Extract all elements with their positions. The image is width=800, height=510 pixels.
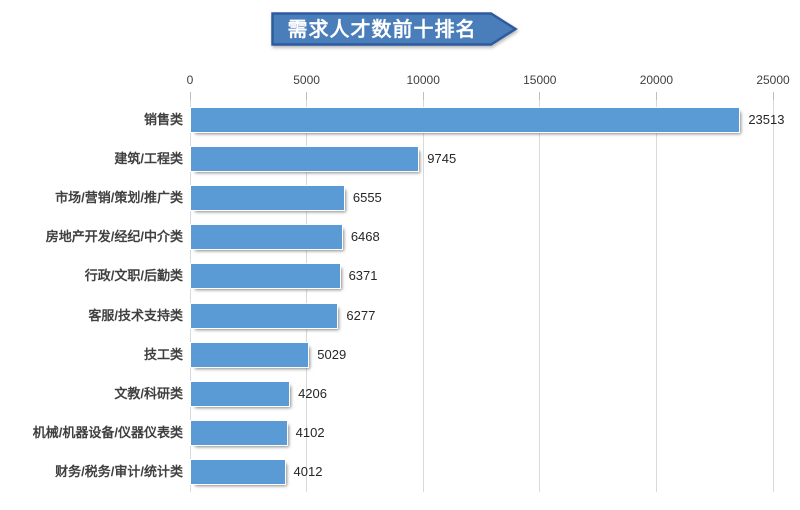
v-gridline [422, 100, 424, 492]
x-axis-tick [772, 92, 774, 100]
banner-arrow-shape [271, 12, 518, 46]
value-label: 6371 [348, 268, 378, 284]
v-gridline [189, 100, 191, 492]
category-label: 市场/营销/策划/推广类 [55, 190, 183, 205]
chart-title: 需求人才数前十排名 [287, 17, 477, 41]
v-gridline [655, 100, 657, 492]
value-label: 5029 [317, 346, 347, 362]
v-gridline [539, 100, 541, 492]
value-label: 9745 [427, 150, 457, 166]
category-label: 建筑/工程类 [114, 150, 183, 166]
category-label: 销售类 [143, 111, 183, 127]
chart-title-banner: 需求人才数前十排名 [271, 12, 519, 46]
bar[interactable] [189, 302, 339, 329]
category-label: 房地产开发/经纪/中介类 [45, 229, 183, 245]
v-gridline [306, 100, 308, 492]
x-axis-tick-label: 20000 [639, 73, 674, 87]
x-axis-tick-label: 10000 [406, 73, 440, 87]
bar[interactable] [190, 263, 341, 290]
x-axis-tick-label: 25000 [756, 73, 790, 87]
value-label: 6555 [352, 190, 382, 205]
value-label: 6277 [346, 307, 376, 323]
bar[interactable] [189, 341, 310, 368]
x-axis-tick-label: 0 [186, 73, 194, 87]
x-axis-tick-label: 5000 [293, 73, 320, 87]
value-label: 4206 [298, 386, 327, 401]
x-axis-tick [306, 92, 308, 100]
bar[interactable] [190, 459, 286, 486]
value-label: 6468 [350, 229, 380, 245]
category-label: 机械/机器设备/仪器仪表类 [32, 425, 183, 441]
bar[interactable] [190, 420, 288, 447]
category-label: 行政/文职/后勤类 [84, 268, 183, 284]
bar[interactable] [189, 145, 420, 172]
category-label: 财务/税务/审计/统计类 [55, 464, 183, 480]
x-axis-tick-label: 15000 [523, 73, 557, 87]
x-axis-tick [539, 92, 541, 100]
x-axis-tick [422, 92, 424, 100]
value-label: 4012 [293, 464, 323, 480]
bar[interactable] [189, 381, 291, 407]
x-axis-tick [655, 92, 657, 100]
v-gridline [772, 100, 774, 492]
value-label: 4102 [295, 425, 325, 441]
category-label: 文教/科研类 [114, 386, 183, 401]
bar[interactable] [190, 185, 345, 211]
bar[interactable] [189, 106, 741, 133]
bar[interactable] [190, 224, 343, 251]
category-label: 技工类 [143, 346, 183, 362]
x-axis-tick [189, 92, 191, 100]
category-label: 客服/技术支持类 [88, 307, 183, 323]
value-label: 23513 [748, 111, 785, 127]
